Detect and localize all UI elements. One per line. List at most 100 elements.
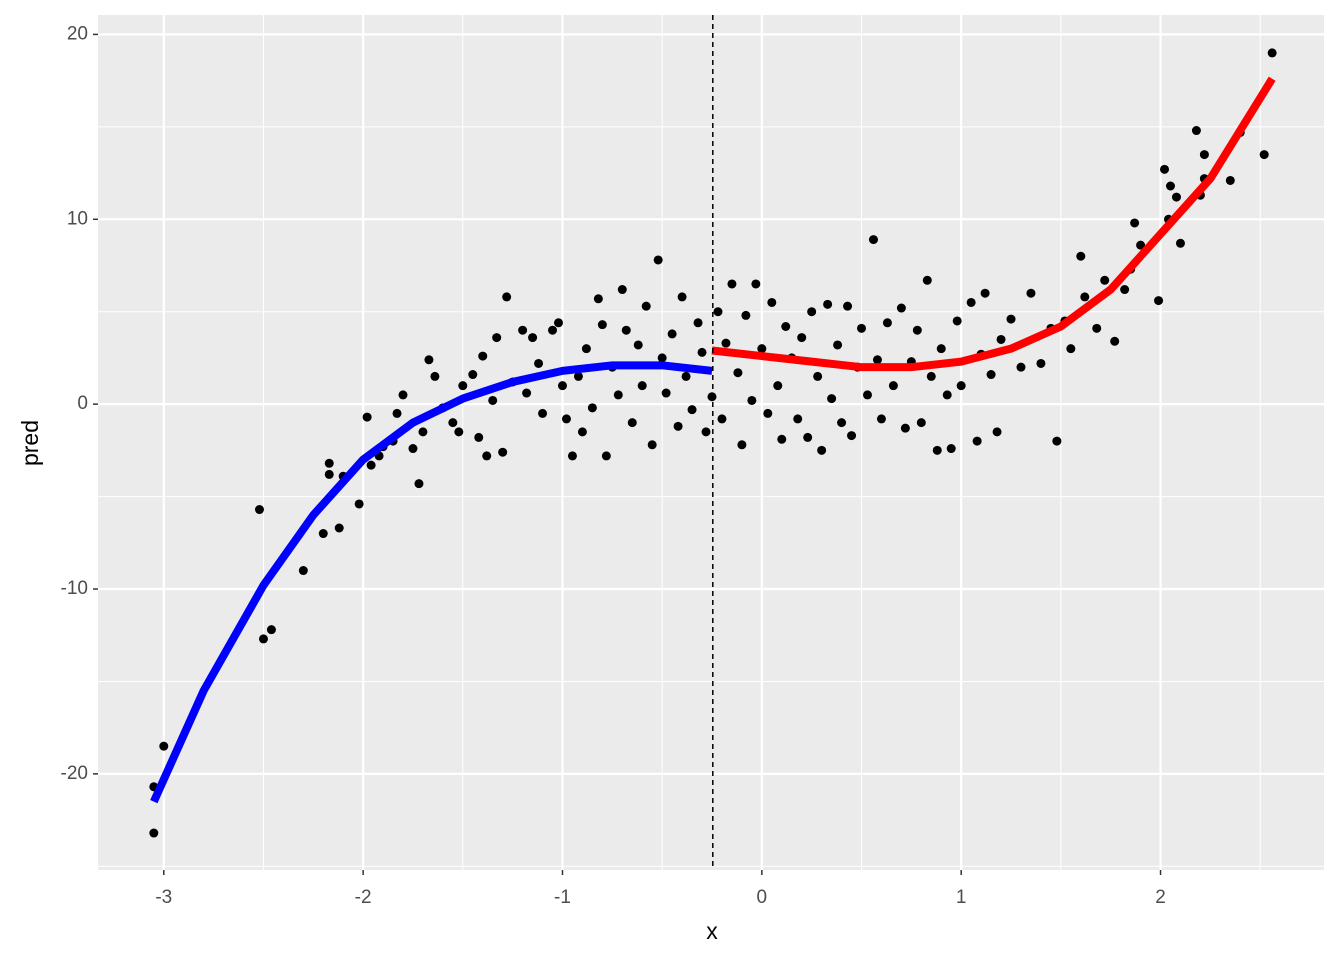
point bbox=[876, 414, 886, 424]
point bbox=[916, 418, 926, 428]
point bbox=[1080, 292, 1090, 302]
point bbox=[737, 440, 747, 450]
point bbox=[617, 285, 627, 295]
point bbox=[677, 292, 687, 302]
point bbox=[986, 370, 996, 380]
point bbox=[1006, 314, 1016, 324]
point bbox=[633, 340, 643, 350]
point bbox=[882, 318, 892, 328]
point bbox=[621, 325, 631, 335]
point bbox=[627, 418, 637, 428]
point bbox=[926, 371, 936, 381]
point bbox=[1110, 336, 1120, 346]
point bbox=[1100, 275, 1110, 285]
point bbox=[1199, 150, 1209, 160]
point bbox=[334, 523, 344, 533]
point bbox=[601, 451, 611, 461]
point bbox=[763, 408, 773, 418]
point bbox=[538, 408, 548, 418]
point bbox=[498, 447, 508, 457]
point bbox=[518, 325, 528, 335]
point bbox=[573, 371, 583, 381]
point bbox=[843, 301, 853, 311]
point bbox=[553, 318, 563, 328]
point bbox=[502, 292, 512, 302]
point bbox=[661, 388, 671, 398]
point bbox=[474, 432, 484, 442]
point bbox=[681, 371, 691, 381]
point bbox=[872, 355, 882, 365]
point bbox=[408, 444, 418, 454]
point bbox=[468, 370, 478, 380]
x-tick-label: -1 bbox=[554, 887, 571, 908]
x-tick-label: 0 bbox=[757, 887, 768, 908]
point bbox=[557, 381, 567, 391]
point bbox=[793, 414, 803, 424]
point bbox=[528, 333, 538, 343]
point bbox=[522, 388, 532, 398]
point bbox=[707, 392, 717, 402]
point bbox=[751, 279, 761, 289]
point bbox=[966, 297, 976, 307]
point bbox=[637, 381, 647, 391]
point bbox=[980, 288, 990, 298]
point bbox=[777, 434, 787, 444]
point bbox=[1175, 238, 1185, 248]
point bbox=[298, 566, 308, 576]
point bbox=[448, 418, 458, 428]
point bbox=[956, 381, 966, 391]
point bbox=[362, 412, 372, 422]
point bbox=[492, 333, 502, 343]
point bbox=[833, 340, 843, 350]
point bbox=[653, 255, 663, 265]
y-axis-title: pred bbox=[17, 420, 43, 466]
point bbox=[687, 405, 697, 415]
point bbox=[972, 436, 982, 446]
point bbox=[813, 371, 823, 381]
point bbox=[488, 395, 498, 405]
point bbox=[1267, 48, 1277, 58]
point bbox=[424, 355, 434, 365]
point bbox=[823, 299, 833, 309]
y-tick-label: -10 bbox=[61, 578, 88, 599]
point bbox=[318, 529, 328, 539]
point bbox=[324, 458, 334, 468]
point bbox=[673, 421, 683, 431]
point bbox=[741, 310, 751, 320]
point bbox=[747, 395, 757, 405]
point bbox=[1066, 344, 1076, 354]
point bbox=[354, 499, 364, 509]
point bbox=[392, 408, 402, 418]
point bbox=[693, 318, 703, 328]
point bbox=[942, 390, 952, 400]
point bbox=[936, 344, 946, 354]
point bbox=[713, 307, 723, 317]
point bbox=[757, 344, 767, 354]
point bbox=[567, 451, 577, 461]
point bbox=[418, 427, 428, 437]
x-tick-label: 2 bbox=[1155, 887, 1166, 908]
point bbox=[597, 320, 607, 330]
point bbox=[900, 423, 910, 433]
point bbox=[837, 418, 847, 428]
point bbox=[366, 460, 376, 470]
point bbox=[1191, 126, 1201, 136]
point bbox=[482, 451, 492, 461]
x-tick-label: -2 bbox=[355, 887, 372, 908]
y-tick-label: 0 bbox=[77, 393, 88, 414]
point bbox=[647, 440, 657, 450]
point bbox=[149, 828, 159, 838]
point bbox=[1076, 251, 1086, 261]
x-tick-label: 1 bbox=[956, 887, 967, 908]
point bbox=[587, 403, 597, 413]
point bbox=[324, 469, 334, 479]
point bbox=[847, 431, 857, 441]
point bbox=[781, 321, 791, 331]
point bbox=[896, 303, 906, 313]
point bbox=[581, 344, 591, 354]
point bbox=[1036, 358, 1046, 368]
point bbox=[697, 347, 707, 357]
point bbox=[534, 358, 544, 368]
point bbox=[888, 381, 898, 391]
